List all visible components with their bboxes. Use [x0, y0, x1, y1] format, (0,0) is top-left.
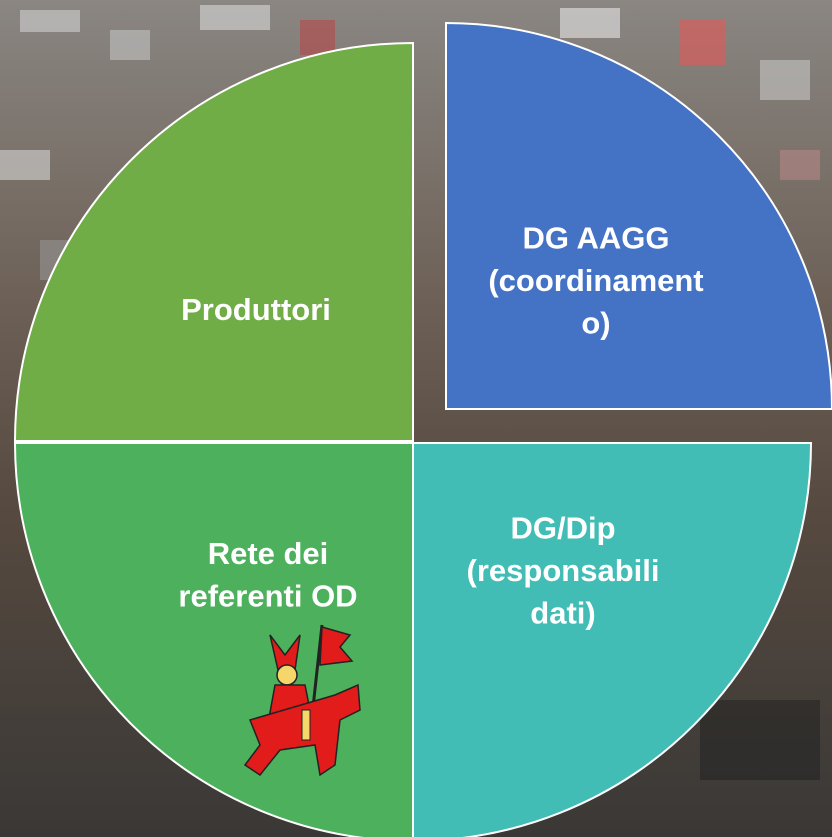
- diagram: Produttori DG AAGG (coordinament o) Rete dei…: [0, 0, 832, 837]
- quadrant-label: referenti OD: [178, 578, 357, 613]
- quadrant-label: dati): [530, 596, 595, 631]
- quadrant-label: (responsabili: [467, 553, 660, 588]
- quadrant-label: Rete dei: [208, 536, 329, 571]
- quadrant-label: (coordinament: [488, 263, 703, 298]
- quadrant-label: DG/Dip: [510, 511, 615, 546]
- quadrant-label: DG AAGG: [523, 221, 670, 256]
- quadrant-label: Produttori: [181, 292, 331, 327]
- quadrant-label: o): [581, 306, 610, 341]
